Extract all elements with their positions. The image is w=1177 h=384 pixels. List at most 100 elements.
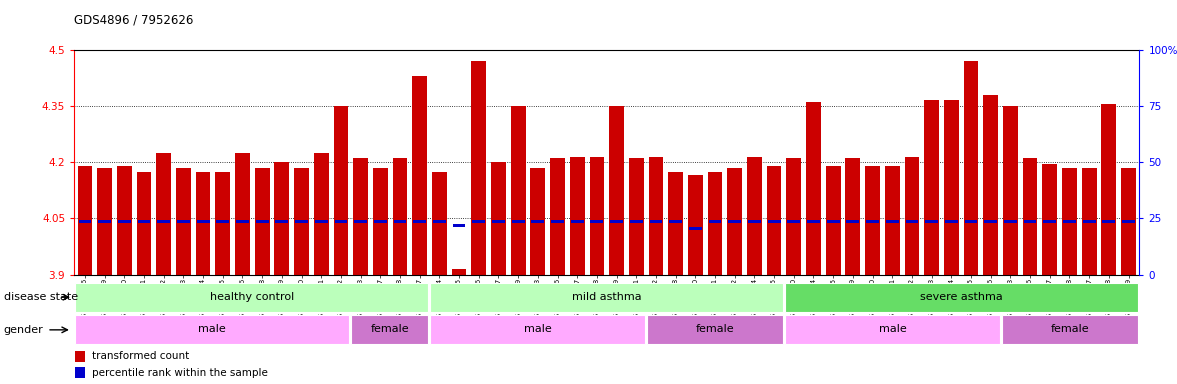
Bar xyxy=(294,168,308,275)
Bar xyxy=(1062,168,1077,275)
Bar xyxy=(1004,220,1017,223)
Text: female: female xyxy=(1051,324,1090,334)
Bar xyxy=(945,220,958,223)
Bar xyxy=(353,159,368,275)
Bar xyxy=(74,351,85,362)
Bar xyxy=(669,172,683,275)
Text: female: female xyxy=(696,324,734,334)
Bar xyxy=(373,168,387,275)
Bar xyxy=(75,283,428,312)
Bar xyxy=(944,101,959,275)
Bar xyxy=(75,315,350,344)
Bar xyxy=(1083,220,1096,223)
Text: healthy control: healthy control xyxy=(210,291,294,301)
Bar xyxy=(610,220,623,223)
Bar xyxy=(531,168,545,275)
Bar xyxy=(195,172,211,275)
Bar xyxy=(491,162,506,275)
Bar xyxy=(570,157,585,275)
Text: male: male xyxy=(524,324,552,334)
Bar xyxy=(785,283,1138,312)
Bar xyxy=(254,168,270,275)
Bar xyxy=(886,220,898,223)
Bar xyxy=(1023,159,1037,275)
Bar xyxy=(865,166,880,275)
Bar xyxy=(647,315,783,344)
Bar xyxy=(1082,168,1097,275)
Bar xyxy=(806,102,820,275)
Bar xyxy=(412,76,427,275)
Bar xyxy=(925,220,938,223)
Bar xyxy=(965,220,977,223)
Bar xyxy=(591,220,604,223)
Bar xyxy=(551,220,564,223)
Bar xyxy=(826,166,840,275)
Bar xyxy=(532,220,544,223)
Bar xyxy=(78,166,92,275)
Bar xyxy=(177,168,191,275)
Bar xyxy=(295,220,308,223)
Bar xyxy=(158,220,171,222)
Bar xyxy=(983,95,998,275)
Bar xyxy=(1103,220,1116,223)
Bar xyxy=(333,106,348,275)
Bar xyxy=(707,172,723,275)
Bar xyxy=(471,61,486,275)
Text: severe asthma: severe asthma xyxy=(920,291,1003,301)
Bar xyxy=(431,283,783,312)
Bar xyxy=(235,153,250,275)
Bar xyxy=(590,157,604,275)
Bar xyxy=(197,220,210,223)
Bar xyxy=(492,220,505,223)
Text: transformed count: transformed count xyxy=(92,351,188,361)
Bar xyxy=(610,106,624,275)
Bar xyxy=(729,220,742,223)
Bar xyxy=(571,220,584,223)
Bar xyxy=(452,269,466,275)
Text: GDS4896 / 7952626: GDS4896 / 7952626 xyxy=(74,13,193,26)
Bar xyxy=(905,157,919,275)
Bar xyxy=(749,220,760,223)
Bar xyxy=(629,159,644,275)
Bar xyxy=(138,220,151,223)
Bar xyxy=(393,220,406,223)
Bar xyxy=(275,220,288,222)
Bar xyxy=(177,220,189,223)
Bar xyxy=(413,220,426,223)
Bar xyxy=(137,172,152,275)
Bar xyxy=(787,220,800,223)
Bar xyxy=(984,220,997,223)
Bar xyxy=(315,220,327,223)
Bar xyxy=(472,220,485,223)
Bar xyxy=(786,159,802,275)
Text: disease state: disease state xyxy=(4,292,78,302)
Bar xyxy=(689,227,701,230)
Text: gender: gender xyxy=(4,325,44,335)
Bar xyxy=(118,220,131,223)
Bar xyxy=(689,175,703,275)
Bar xyxy=(98,220,111,223)
Bar xyxy=(74,367,85,378)
Bar xyxy=(314,153,328,275)
Bar xyxy=(79,220,92,223)
Bar xyxy=(237,220,248,223)
Bar xyxy=(747,157,762,275)
Text: male: male xyxy=(199,324,226,334)
Bar xyxy=(785,315,1000,344)
Bar xyxy=(1063,220,1076,223)
Bar xyxy=(709,220,722,223)
Bar xyxy=(807,220,820,223)
Bar xyxy=(1122,220,1135,223)
Bar xyxy=(511,106,525,275)
Text: mild asthma: mild asthma xyxy=(572,291,641,301)
Text: male: male xyxy=(879,324,906,334)
Bar xyxy=(215,172,231,275)
Bar xyxy=(393,159,407,275)
Bar xyxy=(1043,164,1057,275)
Bar xyxy=(670,220,681,223)
Bar xyxy=(274,162,290,275)
Bar xyxy=(964,61,978,275)
Text: female: female xyxy=(371,324,410,334)
Bar xyxy=(334,220,347,223)
Bar xyxy=(354,220,367,223)
